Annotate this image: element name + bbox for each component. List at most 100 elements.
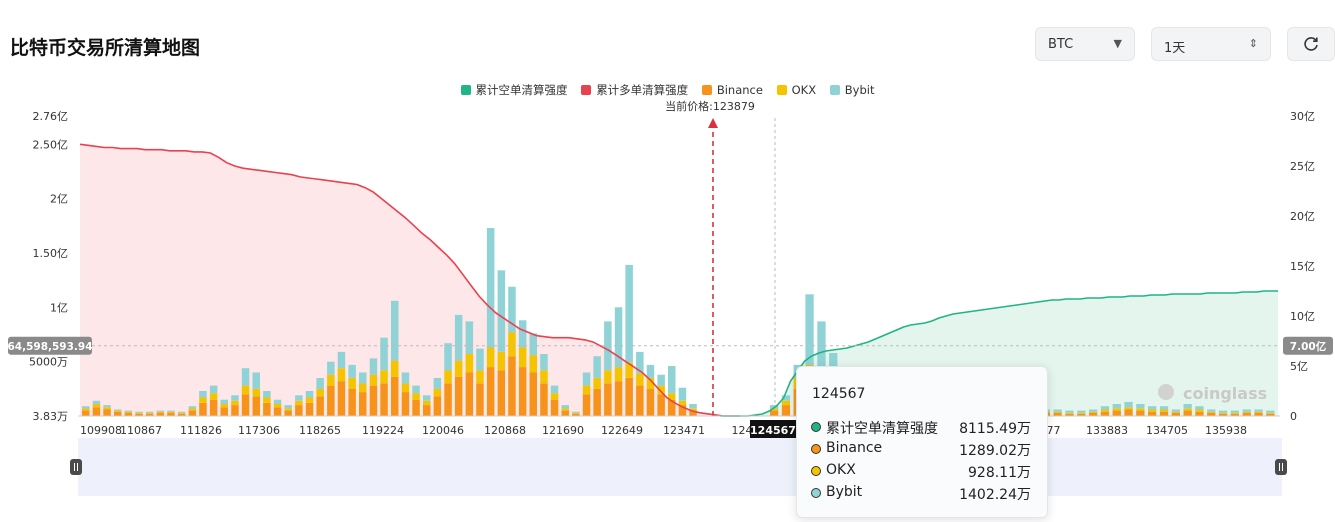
left-bar-okx	[678, 400, 687, 406]
right-bar-okx	[1148, 409, 1157, 412]
right-bar-bybit	[1112, 404, 1121, 409]
left-bar-okx	[295, 400, 303, 406]
right-bar-okx	[1218, 412, 1228, 414]
right-bar-binance	[1171, 412, 1180, 416]
left-bar-binance	[231, 405, 239, 416]
refresh-button[interactable]	[1287, 27, 1335, 61]
left-bar-bybit	[295, 395, 303, 401]
left-bar-bybit	[529, 333, 537, 356]
left-bar-binance	[295, 405, 303, 416]
long-cum-area	[80, 144, 740, 417]
right-bar-binance	[1159, 411, 1169, 416]
left-bar-binance	[135, 413, 143, 416]
y-left-tick: 1亿	[50, 301, 68, 314]
period-select[interactable]: 1天 ⇕	[1151, 27, 1271, 61]
left-bar-okx	[209, 393, 218, 400]
legend-item-binance[interactable]: Binance	[701, 83, 763, 97]
right-bar-binance	[1124, 409, 1133, 416]
range-slider-right-handle[interactable]	[1275, 459, 1287, 475]
left-bar-okx	[561, 408, 569, 411]
tooltip-row-short-cum: 累计空单清算强度 8115.49万	[811, 418, 1031, 437]
left-bar-binance	[497, 370, 506, 416]
left-bar-binance	[465, 372, 474, 416]
left-bar-okx	[327, 374, 335, 386]
right-bar-okx	[1077, 412, 1086, 414]
left-bar-okx	[114, 410, 122, 412]
right-bar-binance	[1266, 413, 1275, 416]
left-bar-bybit	[508, 286, 516, 333]
left-bar-bybit	[604, 321, 612, 371]
right-bar-okx	[1183, 408, 1192, 411]
left-bar-bybit	[263, 391, 271, 398]
left-bar-okx	[657, 385, 665, 395]
left-bar-bybit	[550, 385, 559, 394]
range-slider-left-handle[interactable]	[70, 459, 82, 475]
left-bar-okx	[486, 347, 495, 368]
long-cum-line	[79, 143, 740, 417]
watermark-text: coinglass	[1183, 384, 1267, 403]
legend-item-okx[interactable]: OKX	[776, 83, 816, 97]
left-bar-binance	[348, 388, 356, 416]
left-bar-binance	[273, 407, 282, 416]
left-bar-binance	[188, 410, 197, 416]
left-bar-okx	[604, 370, 612, 384]
left-bar-binance	[678, 405, 687, 416]
right-bar-okx	[1195, 409, 1204, 412]
left-bar-okx	[380, 370, 388, 384]
x-tick-label: 117306	[238, 424, 280, 437]
left-bar-binance	[199, 403, 207, 416]
right-bar-bybit	[1218, 410, 1228, 413]
symbol-select[interactable]: BTC ▼	[1035, 27, 1135, 61]
left-bar-binance	[156, 412, 165, 416]
x-tick-label: 135938	[1205, 424, 1247, 437]
coinglass-logo-icon	[1158, 384, 1174, 400]
left-bar-bybit	[209, 385, 218, 394]
left-bar-binance	[529, 372, 537, 416]
right-bar-bybit	[1195, 406, 1204, 410]
left-bar-bybit	[156, 410, 165, 412]
legend-item-bybit[interactable]: Bybit	[829, 83, 874, 97]
left-bar-binance	[508, 356, 516, 416]
right-bar-bybit	[1266, 410, 1275, 413]
legend-item-short-cum[interactable]: 累计空单清算强度	[460, 82, 568, 98]
crosshair-right-badge	[1283, 336, 1333, 355]
left-bar-okx	[82, 408, 90, 411]
right-bar-okx	[1159, 409, 1169, 412]
left-bar-bybit	[305, 391, 314, 398]
left-bar-binance	[486, 367, 495, 416]
left-bar-binance	[337, 381, 346, 416]
left-bar-okx	[337, 368, 346, 382]
left-bar-okx	[231, 400, 239, 406]
x-tick-label: 110867	[120, 424, 162, 437]
page-title: 比特币交易所清算地图	[10, 37, 201, 59]
left-bar-okx	[177, 412, 186, 414]
left-bar-bybit	[486, 228, 495, 348]
left-bar-okx	[241, 385, 250, 395]
left-bar-binance	[401, 392, 410, 416]
right-bar-binance	[1183, 410, 1192, 416]
y-left-tick: 2.50亿	[33, 138, 69, 151]
left-bar-binance	[412, 399, 420, 416]
right-bar-bybit	[1065, 410, 1074, 413]
legend-item-long-cum[interactable]: 累计多单清算强度	[581, 82, 688, 98]
left-bar-okx	[412, 393, 420, 400]
y-left-tick: 5000万	[29, 356, 68, 369]
right-bar-bybit	[1089, 409, 1098, 412]
left-bar-okx	[646, 378, 655, 389]
right-bar-binance	[781, 405, 791, 416]
left-bar-bybit	[82, 406, 90, 409]
left-bar-okx	[636, 373, 644, 386]
right-bar-binance	[1230, 413, 1239, 416]
y-right-tick: 15亿	[1290, 260, 1315, 273]
left-bar-bybit	[668, 366, 676, 394]
left-bar-bybit	[177, 411, 186, 413]
left-bar-okx	[316, 388, 324, 397]
left-bar-binance	[614, 381, 623, 416]
left-bar-binance	[316, 396, 324, 416]
left-bar-okx	[572, 412, 580, 414]
x-tick-label: 133883	[1086, 424, 1128, 437]
y-left-tick: 3.83万	[33, 410, 69, 423]
left-bar-binance	[124, 412, 133, 416]
left-bar-binance	[327, 385, 335, 416]
